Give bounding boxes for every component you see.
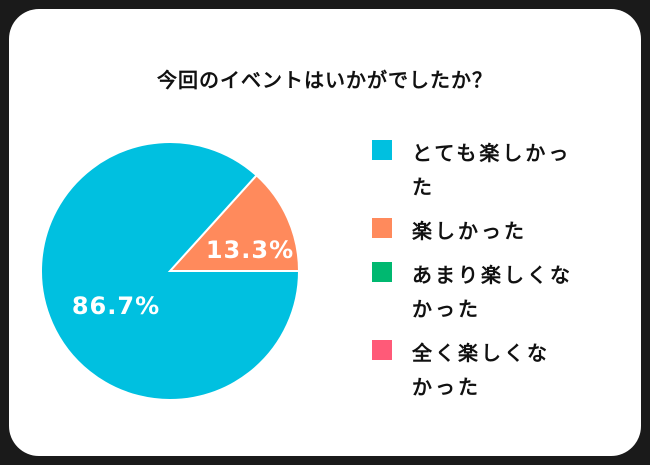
legend-label-tanoshikatta-line1: 楽しかった bbox=[412, 219, 527, 243]
pie-label-tanoshikatta: 13.3% bbox=[206, 236, 294, 264]
legend-label-totemo-line2: た bbox=[412, 175, 435, 199]
legend-swatch-tanoshikatta bbox=[372, 218, 392, 238]
legend-label-amari-line1: あまり楽しくな bbox=[412, 263, 573, 287]
legend-swatch-totemo bbox=[372, 140, 392, 160]
legend-label-mattaku-line1: 全く楽しくな bbox=[412, 341, 550, 365]
legend-label-totemo-line1: とても楽しかっ bbox=[412, 141, 572, 165]
chart-title: 今回のイベントはいかがでしたか？ bbox=[157, 68, 493, 92]
legend-label-amari: あまり楽しくな かった bbox=[412, 258, 592, 326]
legend-swatch-mattaku bbox=[372, 340, 392, 360]
legend-label-tanoshikatta: 楽しかった bbox=[412, 214, 592, 248]
legend-label-mattaku: 全く楽しくな かった bbox=[412, 336, 592, 404]
legend-label-amari-line2: かった bbox=[412, 297, 481, 321]
pie-slice-totemo bbox=[40, 141, 301, 401]
pie-slice-tanoshikatta bbox=[167, 173, 301, 272]
legend-label-totemo: とても楽しかっ た bbox=[412, 136, 592, 204]
legend-swatch-amari bbox=[372, 262, 392, 282]
pie-label-totemo: 86.7% bbox=[72, 292, 160, 320]
legend-label-mattaku-line2: かった bbox=[412, 375, 481, 399]
